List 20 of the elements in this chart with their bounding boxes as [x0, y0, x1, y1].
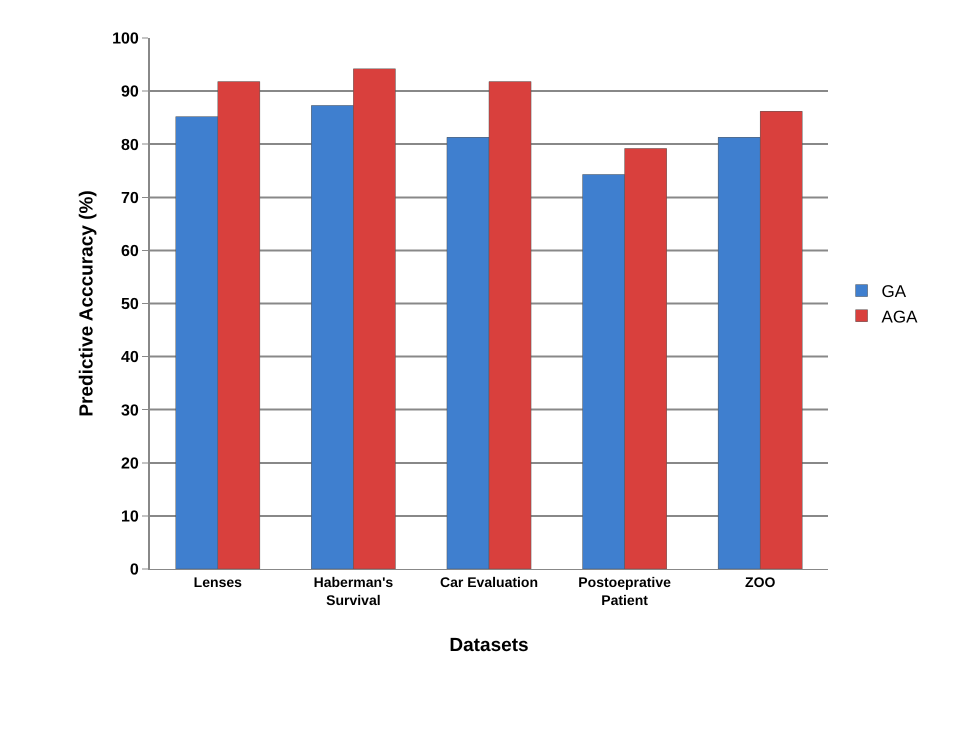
legend-label: GA	[882, 282, 907, 302]
x-tick-label: ZOO	[745, 574, 776, 590]
x-tick-label: Lenses	[194, 574, 242, 590]
y-axis-title: Predictive Acccuracy (%)	[76, 190, 98, 417]
y-tick-label: 0	[130, 562, 139, 579]
y-tick-label: 70	[121, 190, 139, 207]
x-tick-label: Car Evaluation	[440, 574, 538, 590]
y-tick-label: 20	[121, 455, 139, 472]
y-tick-label: 40	[121, 349, 139, 366]
y-tick-label: 50	[121, 296, 139, 314]
x-tick-label: Postoeprative Patient	[578, 574, 672, 608]
y-tick-label: 10	[121, 508, 139, 526]
y-tick-label: 30	[121, 402, 139, 420]
y-tick-label: 90	[121, 84, 139, 101]
y-tick-label: 80	[121, 136, 139, 154]
y-tick-label: 60	[121, 243, 139, 260]
legend-label: AGA	[882, 307, 918, 326]
x-tick-label: Haberman's Survival	[314, 574, 394, 608]
y-tick-label: 100	[112, 30, 139, 48]
x-axis-title: Datasets	[449, 634, 529, 656]
